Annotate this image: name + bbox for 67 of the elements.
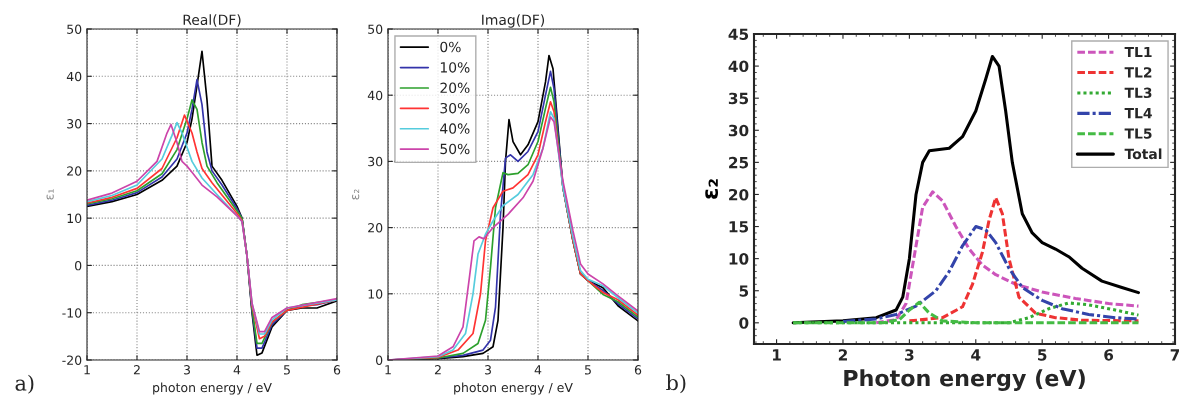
x-tick-label: 6 xyxy=(634,365,642,375)
x-tick-label: 6 xyxy=(1104,349,1114,361)
y-tick-label: -10 xyxy=(62,308,82,318)
y-tick-label: 0 xyxy=(376,355,383,365)
legend-label: TL1 xyxy=(1124,46,1152,58)
y-axis-title: ε₂ xyxy=(352,189,360,200)
y-tick-label: 35 xyxy=(728,92,749,105)
x-tick-label: 1 xyxy=(385,365,391,375)
y-tick-label: 20 xyxy=(729,188,749,201)
chart-title: Real(DF) xyxy=(183,14,241,27)
y-tick-label: 15 xyxy=(729,221,749,233)
y-tick-label: 25 xyxy=(729,156,749,169)
y-tick-label: 45 xyxy=(728,28,749,41)
x-tick-label: 4 xyxy=(971,349,981,361)
y-tick-label: 20 xyxy=(368,223,383,233)
x-tick-label: 1 xyxy=(84,365,90,375)
y-tick-label: 30 xyxy=(728,124,749,137)
y-tick-label: -20 xyxy=(62,355,82,365)
x-tick-label: 5 xyxy=(1038,349,1047,361)
legend-label: 20% xyxy=(440,82,470,94)
y-axis-title: ε₂ xyxy=(705,179,719,199)
legend-label: 30% xyxy=(440,102,470,114)
y-tick-label: 40 xyxy=(66,71,82,82)
chart-title: Imag(DF) xyxy=(482,14,545,28)
legend-label: Total xyxy=(1124,148,1162,160)
y-tick-label: 0 xyxy=(75,260,82,271)
y-tick-label: 50 xyxy=(368,24,383,34)
x-axis-title: photon energy / eV xyxy=(454,382,573,395)
x-tick-label: 3 xyxy=(905,349,914,361)
line-series xyxy=(874,190,1141,325)
y-axis-title: ε₁ xyxy=(46,189,54,200)
x-tick-label: 2 xyxy=(838,349,847,361)
x-tick-label: 7 xyxy=(1170,349,1179,361)
y-tick-label: 40 xyxy=(728,60,749,73)
y-tick-label: 50 xyxy=(67,24,82,34)
x-tick-label: 2 xyxy=(434,365,441,375)
text: b) xyxy=(666,374,686,394)
y-tick-label: 10 xyxy=(67,213,82,224)
x-tick-label: 1 xyxy=(772,349,781,361)
y-tick-label: 30 xyxy=(368,156,383,167)
x-tick-label: 4 xyxy=(233,365,241,375)
y-tick-label: 5 xyxy=(739,285,749,297)
x-tick-label: 5 xyxy=(283,365,290,375)
legend-label: TL4 xyxy=(1124,108,1152,119)
line-series xyxy=(907,196,1141,323)
x-tick-label: 4 xyxy=(534,365,542,375)
y-tick-label: 0 xyxy=(739,317,749,329)
text: a) xyxy=(15,374,34,394)
y-tick-label: 20 xyxy=(67,166,82,176)
x-tick-label: 6 xyxy=(333,365,341,375)
legend-label: 10% xyxy=(440,62,470,73)
y-tick-label: 10 xyxy=(368,289,383,299)
legend-label: TL3 xyxy=(1124,87,1152,99)
legend-label: TL5 xyxy=(1124,128,1152,139)
x-tick-label: 3 xyxy=(183,365,190,375)
y-tick-label: 30 xyxy=(67,119,82,129)
y-tick-label: 10 xyxy=(729,253,749,265)
y-tick-label: 40 xyxy=(367,90,383,101)
legend-label: TL2 xyxy=(1124,67,1152,78)
x-axis-title: photon energy / eV xyxy=(153,382,272,395)
legend-label: 0% xyxy=(440,41,461,53)
legend-label: 40% xyxy=(440,123,470,134)
x-tick-label: 2 xyxy=(133,365,140,375)
x-tick-label: 3 xyxy=(484,365,491,375)
x-axis-title: Photon energy (eV) xyxy=(844,369,1085,391)
legend-label: 50% xyxy=(440,143,470,155)
x-tick-label: 5 xyxy=(584,365,591,375)
